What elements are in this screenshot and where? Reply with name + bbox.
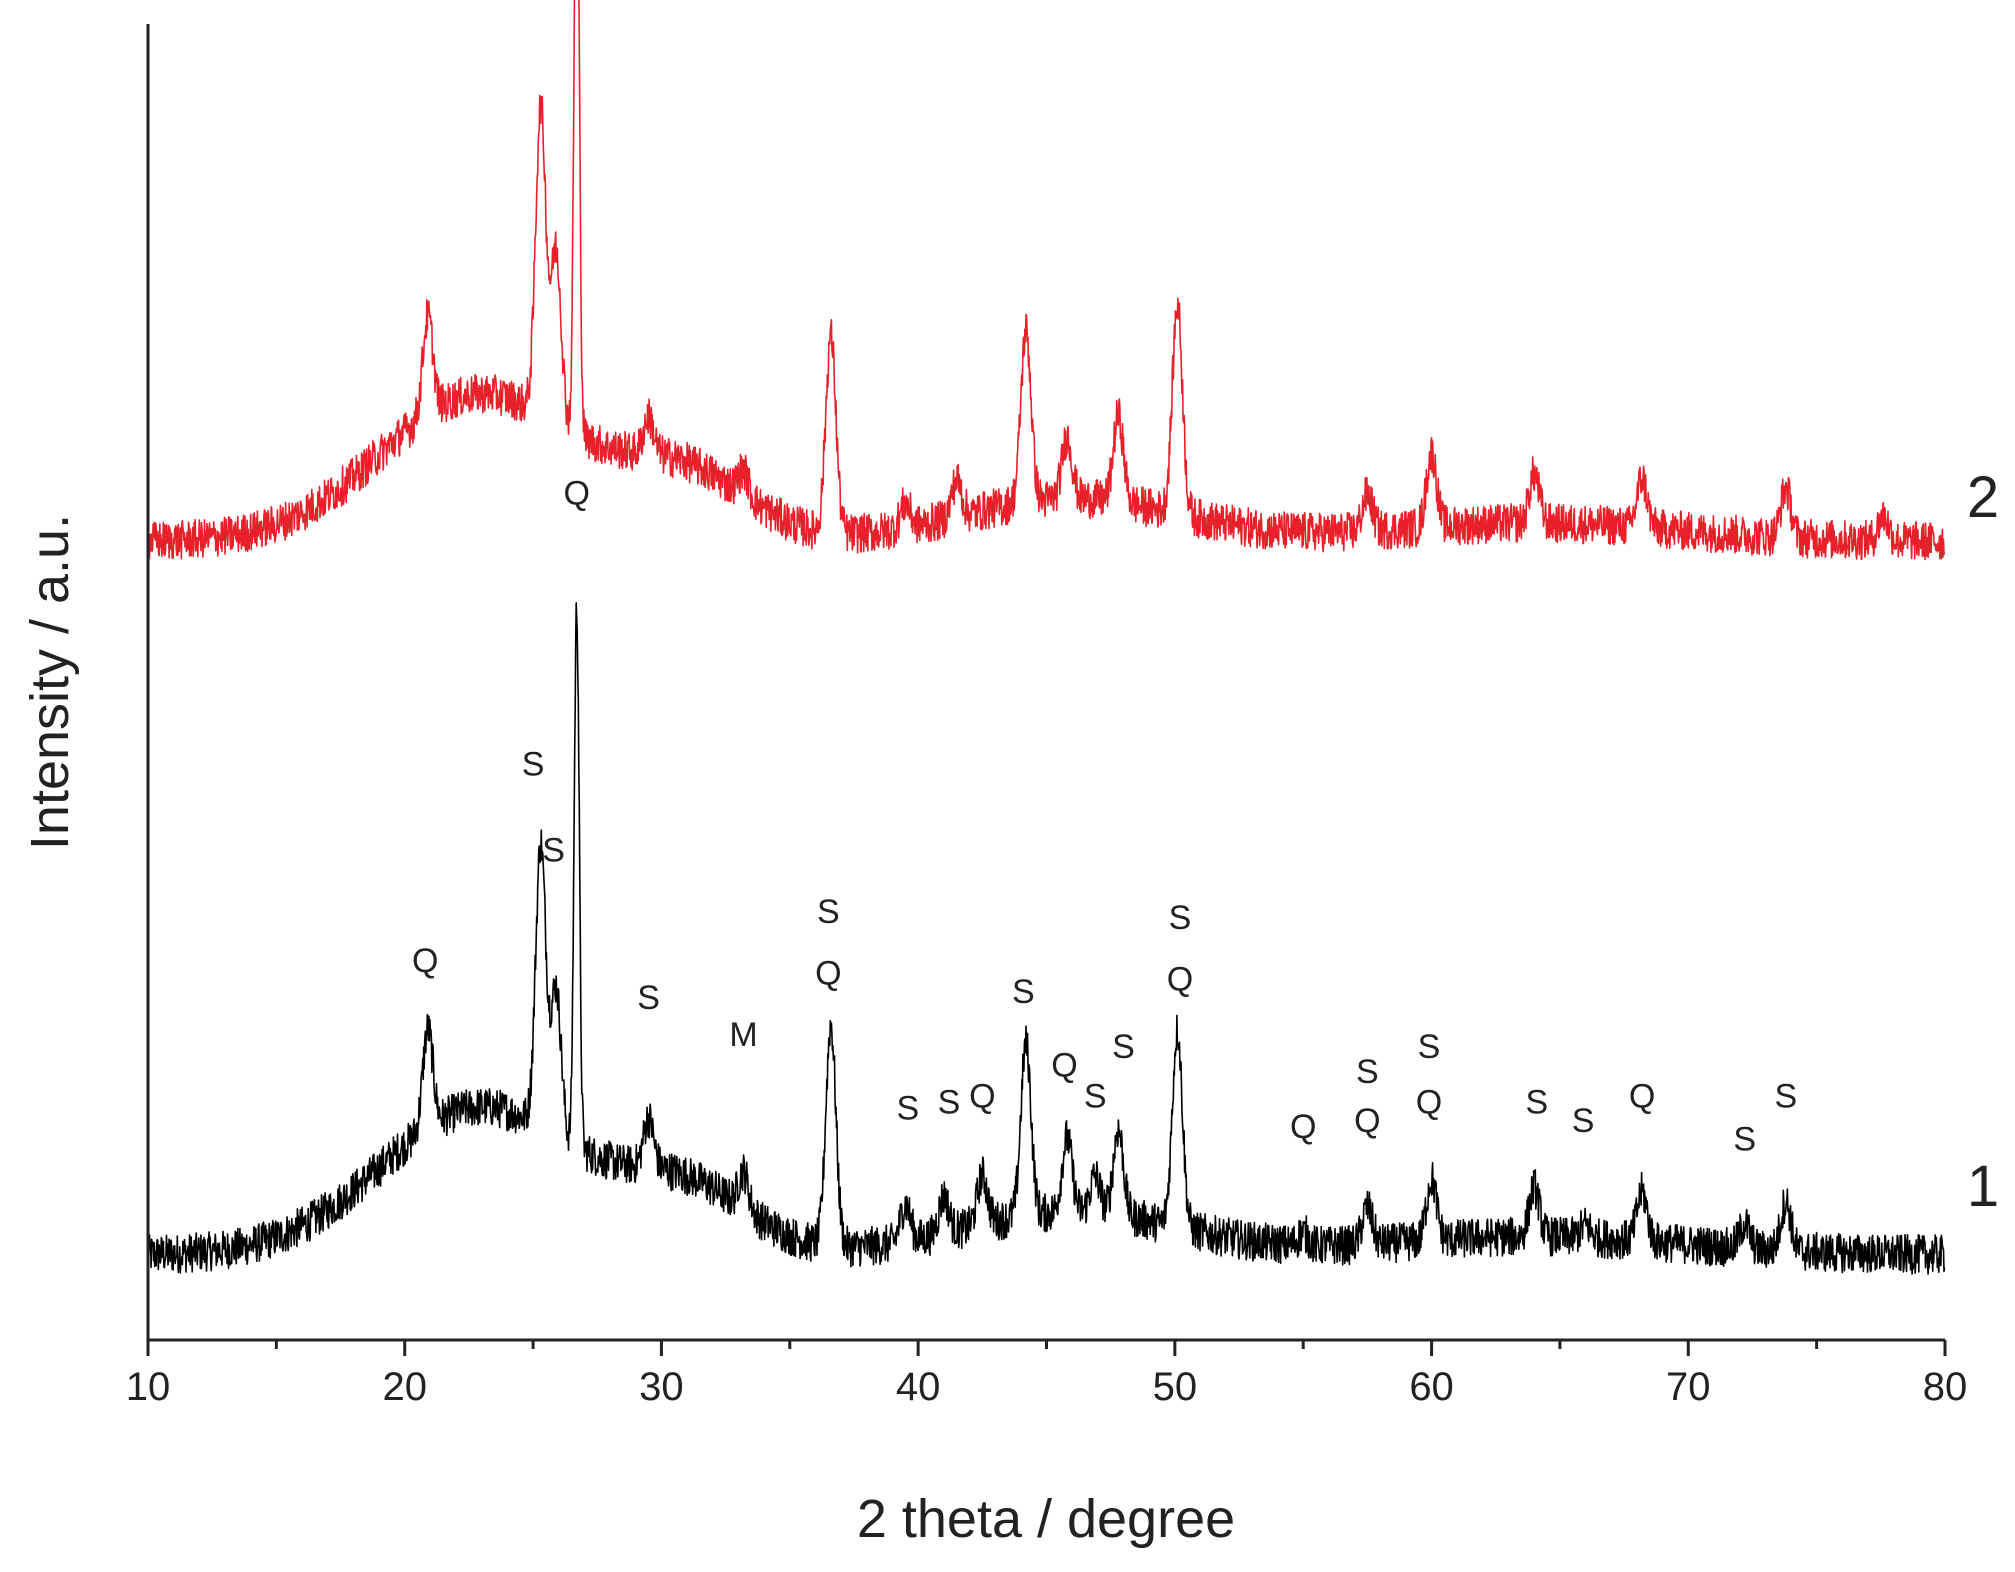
x-tick-label: 60 [1409,1365,1454,1409]
peak-label: S [1356,1053,1379,1091]
peak-label: S [637,979,660,1017]
x-ticks: 10 20 30 40 50 60 70 80 [126,1340,1968,1409]
peak-label: S [1418,1028,1441,1066]
x-tick-label: 80 [1923,1365,1968,1409]
peak-label: S [938,1084,961,1122]
peak-label: Q [1051,1047,1077,1085]
peak-label: Q [1354,1102,1380,1140]
peak-label: S [542,831,565,869]
x-tick-label: 10 [126,1365,171,1409]
x-axis-title: 2 theta / degree [857,1489,1235,1549]
peak-label: Q [563,475,589,513]
peak-label: Q [412,942,438,980]
y-axis-title: Intensity / a.u. [20,514,80,850]
series-2-line [147,0,1946,561]
peak-label: Q [1290,1108,1316,1146]
x-tick-label: 30 [639,1365,684,1409]
peak-label: Q [1416,1084,1442,1122]
peak-label: S [1112,1028,1135,1066]
peak-label: Q [1629,1077,1655,1115]
x-tick-label: 40 [896,1365,941,1409]
peak-label: S [897,1090,920,1128]
series-1-line [147,602,1946,1275]
peak-label: S [1012,973,1035,1011]
peak-label: S [1084,1077,1107,1115]
peak-label: S [817,893,840,931]
peak-label: S [1733,1120,1756,1158]
peak-label: M [729,1016,757,1054]
peak-label: S [522,745,545,783]
peak-label: S [1572,1102,1595,1140]
series-layer [147,0,1946,1275]
x-tick-label: 70 [1666,1365,1711,1409]
peak-label: S [1525,1084,1548,1122]
axes [146,24,1945,1342]
peak-label: S [1774,1077,1797,1115]
peak-label: Q [1167,961,1193,999]
x-tick-label: 50 [1153,1365,1198,1409]
peak-label: S [1169,899,1192,937]
peak-label: Q [969,1077,995,1115]
series-label: 2 [1967,465,1999,530]
series-labels: 12 [1967,465,1999,1219]
series-label: 1 [1967,1154,1999,1219]
peak-label: Q [815,954,841,992]
x-tick-label: 20 [382,1365,427,1409]
